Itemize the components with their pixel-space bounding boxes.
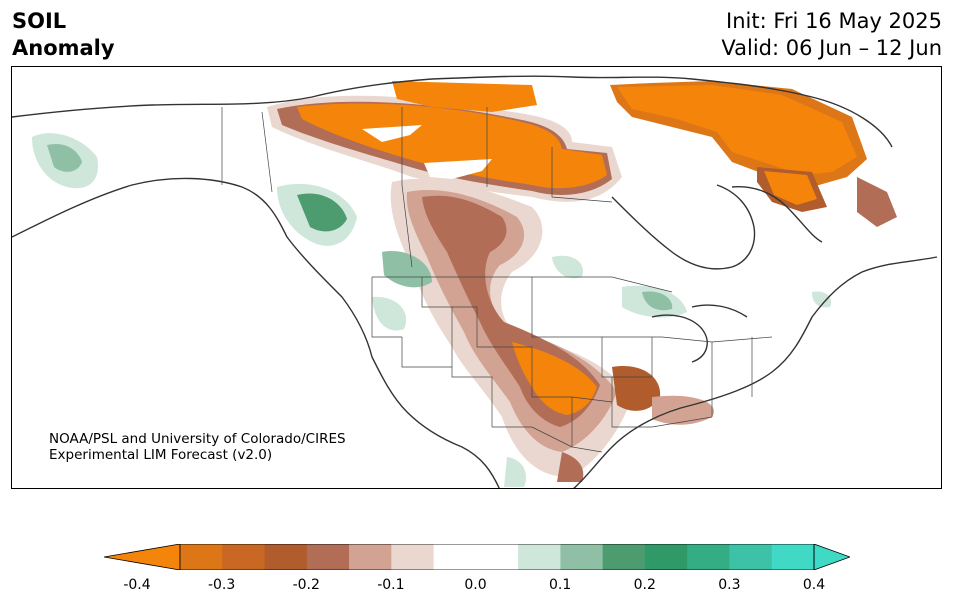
init-date: Init: Fri 16 May 2025 [726, 9, 942, 33]
colorbar-cell [560, 544, 604, 570]
colorbar-cell [602, 544, 646, 570]
colorbar-cell [180, 544, 223, 570]
credit-text: NOAA/PSL and University of Colorado/CIRE… [49, 431, 346, 463]
colorbar-tick-label: -0.1 [377, 577, 405, 593]
colorbar-cell [644, 544, 688, 570]
colorbar-cell [391, 544, 435, 570]
colorbar-tick-labels: -0.4 -0.3 -0.2 -0.1 0.0 0.1 0.2 0.3 0.4 [0, 577, 954, 597]
colorbar-tick-label: 0.0 [464, 577, 487, 593]
colorbar-tick-label: 0.2 [633, 577, 656, 593]
colorbar-tick-label: 0.4 [802, 577, 826, 593]
map-canvas [12, 75, 938, 488]
colorbar-extend-low [104, 544, 181, 570]
colorbar-tick-label: -0.4 [123, 577, 151, 593]
field-label: Anomaly [12, 36, 115, 60]
valid-range: Valid: 06 Jun – 12 Jun [721, 36, 942, 60]
colorbar-cell [433, 544, 519, 570]
colorbar-cell [306, 544, 350, 570]
coastlines [12, 75, 938, 488]
colorbar-tick-label: -0.2 [292, 577, 320, 593]
colorbar-outline [179, 544, 815, 570]
colorbar-tick-label: -0.3 [207, 577, 236, 593]
colorbar [104, 544, 850, 570]
forecast-dates: Init: Fri 16 May 2025 Valid: 06 Jun – 12… [721, 8, 942, 62]
water-bodies [362, 125, 492, 179]
colorbar-cell [687, 544, 730, 570]
colorbar-cells [180, 544, 815, 570]
anomaly-fill-wet [32, 133, 832, 487]
colorbar-cell [729, 544, 773, 570]
credit-line-1: NOAA/PSL and University of Colorado/CIRE… [49, 431, 346, 447]
credit-line-2: Experimental LIM Forecast (v2.0) [49, 447, 273, 463]
colorbar-tick-label: 0.1 [548, 577, 572, 593]
colorbar-tick-label: 0.3 [718, 577, 741, 593]
variable-label: SOIL [12, 9, 67, 33]
colorbar-cell [222, 544, 266, 570]
colorbar-cell [771, 544, 815, 570]
colorbar-cell [264, 544, 308, 570]
colorbar-cell [349, 544, 392, 570]
map-title: SOIL Anomaly [12, 8, 115, 62]
colorbar-extend-high [813, 544, 850, 570]
political-borders [221, 107, 773, 453]
colorbar-cell [518, 544, 561, 570]
anomaly-map [11, 66, 942, 489]
anomaly-fill-dry-north [267, 81, 897, 227]
